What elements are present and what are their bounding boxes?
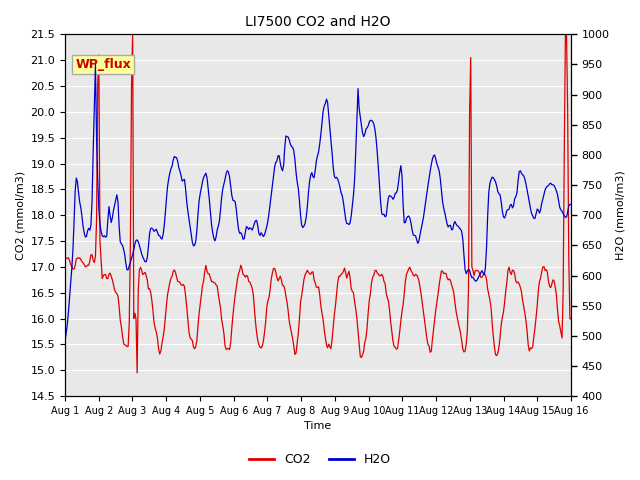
Text: WP_flux: WP_flux (75, 58, 131, 71)
H2O (147, 226, 154, 231)
H2O (348, 213, 355, 218)
Y-axis label: H2O (mmol/m3): H2O (mmol/m3) (615, 170, 625, 260)
Y-axis label: CO2 (mmol/m3): CO2 (mmol/m3) (15, 171, 25, 260)
CO2 (129, 32, 136, 37)
X-axis label: Time: Time (305, 421, 332, 432)
H2O (92, 61, 99, 67)
Line: CO2: CO2 (65, 35, 571, 373)
H2O (547, 180, 555, 186)
CO2 (349, 288, 356, 294)
CO2 (133, 370, 141, 376)
Legend: CO2, H2O: CO2, H2O (244, 448, 396, 471)
CO2 (148, 297, 156, 303)
CO2 (61, 257, 69, 263)
Line: H2O: H2O (65, 64, 571, 342)
H2O (429, 156, 436, 162)
CO2 (567, 316, 575, 322)
H2O (118, 243, 126, 249)
Title: LI7500 CO2 and H2O: LI7500 CO2 and H2O (245, 15, 391, 29)
H2O (561, 213, 568, 218)
CO2 (561, 32, 569, 37)
CO2 (118, 324, 125, 330)
H2O (567, 201, 575, 207)
CO2 (548, 281, 556, 287)
H2O (61, 339, 69, 345)
CO2 (429, 326, 437, 332)
